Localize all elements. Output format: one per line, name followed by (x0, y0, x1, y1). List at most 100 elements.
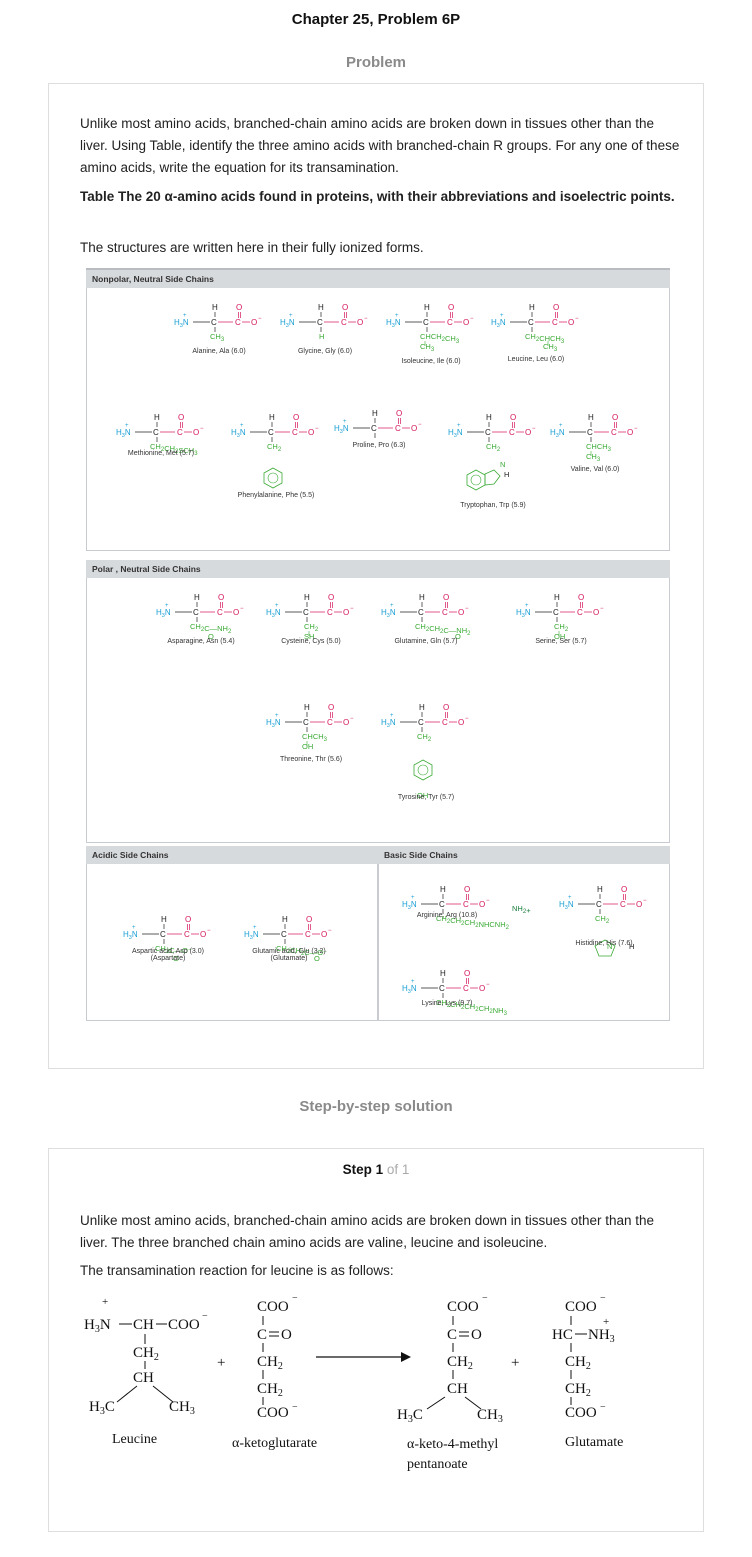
svg-text:H: H (269, 413, 275, 422)
svg-text:−: − (200, 426, 204, 432)
svg-text:O: O (328, 593, 334, 602)
svg-text:O: O (568, 318, 574, 327)
svg-text:O: O (251, 318, 257, 327)
panel-basic (378, 864, 670, 1021)
svg-text:−: − (315, 426, 319, 432)
svg-text:H: H (440, 885, 446, 894)
problem-intro: Unlike most amino acids, branched-chain … (80, 116, 680, 175)
svg-text:+: + (390, 713, 394, 719)
svg-text:H3C: H3C (397, 1407, 423, 1425)
amino-acid-lys: H O H3N + C C O − CH2CH2CH2CH2NH3 (402, 966, 522, 1066)
svg-text:H3N: H3N (280, 318, 295, 329)
svg-text:H3N: H3N (402, 900, 417, 911)
svg-text:+: + (125, 423, 129, 429)
svg-text:C: C (235, 318, 241, 327)
amino-acid-ser: H O H3N + C C O − CH2 OH (516, 590, 636, 690)
svg-text:N: N (607, 942, 612, 951)
svg-text:CH2: CH2 (417, 732, 432, 743)
amino-acid-thr: H O H3N + C C O − CHCH3 OH (266, 700, 386, 800)
svg-text:C: C (577, 608, 583, 617)
svg-text:C: C (153, 428, 159, 437)
panel-polar-header: Polar , Neutral Side Chains (86, 560, 670, 578)
amino-acid-label-tyr: Tyrosine, Tyr (5.7) (397, 794, 455, 801)
svg-text:H3N: H3N (266, 608, 281, 619)
svg-text:O: O (578, 593, 584, 602)
svg-text:C: C (552, 318, 558, 327)
svg-text:C: C (439, 984, 445, 993)
svg-text:C: C (281, 930, 287, 939)
svg-text:H3N: H3N (84, 1317, 111, 1335)
svg-text:O: O (281, 1327, 292, 1343)
svg-text:CH: CH (133, 1317, 154, 1333)
svg-text:C: C (553, 608, 559, 617)
svg-text:COO: COO (257, 1405, 289, 1421)
svg-text:−: − (575, 316, 579, 322)
svg-text:O: O (357, 318, 363, 327)
solution-text-2: The transamination reaction for leucine … (80, 1263, 394, 1278)
svg-text:CH2: CH2 (554, 622, 569, 633)
amino-acid-label-leu: Leucine, Leu (6.0) (507, 356, 565, 363)
svg-text:H3N: H3N (381, 718, 396, 729)
svg-text:COO: COO (257, 1299, 289, 1315)
svg-text:H: H (212, 303, 218, 312)
svg-text:O: O (233, 608, 239, 617)
svg-text:−: − (486, 898, 490, 904)
svg-text:O: O (343, 718, 349, 727)
svg-text:−: − (470, 316, 474, 322)
amino-acid-cys: H O H3N + C C O − CH2 SH (266, 590, 386, 690)
svg-text:H: H (554, 593, 560, 602)
svg-text:H: H (304, 593, 310, 602)
amino-acid-table-figure: Nonpolar, Neutral Side Chains Polar , Ne… (86, 268, 670, 1021)
amino-acid-label-his: Histidine, His (7.6) (575, 940, 633, 947)
amino-acid-ile: H O H3N + C C O − CHCH2CH3 CH3 (386, 300, 506, 400)
svg-text:HC: HC (552, 1327, 573, 1343)
svg-text:−: − (258, 316, 262, 322)
svg-text:H3N: H3N (381, 608, 396, 619)
svg-text:H3N: H3N (402, 984, 417, 995)
glutamate-structure: COO − HC NH3 + CH2 CH2 COO − (552, 1293, 615, 1421)
svg-text:−: − (350, 716, 354, 722)
step-word: Step (342, 1162, 372, 1177)
svg-text:H: H (419, 703, 425, 712)
amino-acid-label2-glu: (Glutamate) (270, 955, 308, 962)
amino-acid-asn: H O H3N + C C O − CH2C—NH2 O (156, 590, 276, 690)
svg-text:C: C (439, 900, 445, 909)
akm-label-line1: α-keto-4-methyl (407, 1437, 499, 1452)
svg-text:+: + (411, 895, 415, 901)
amino-acid-label-trp: Tryptophan, Trp (5.9) (460, 502, 526, 509)
svg-text:+: + (603, 1316, 609, 1328)
svg-text:C: C (177, 428, 183, 437)
svg-text:+: + (132, 925, 136, 931)
svg-text:C: C (509, 428, 515, 437)
svg-text:C: C (303, 718, 309, 727)
panel-polar (86, 578, 670, 843)
panel-strip (86, 268, 670, 270)
svg-text:+: + (183, 313, 187, 319)
svg-text:+: + (511, 1355, 519, 1371)
svg-text:O: O (612, 413, 618, 422)
svg-text:H3N: H3N (386, 318, 401, 329)
amino-acid-label-ser: Serine, Ser (5.7) (535, 638, 587, 645)
svg-text:O: O (411, 424, 417, 433)
amino-acid-label-ala: Alanine, Ala (6.0) (192, 348, 246, 355)
svg-text:CHCH3: CHCH3 (302, 732, 328, 743)
svg-text:O: O (343, 608, 349, 617)
svg-text:+: + (559, 423, 563, 429)
amino-acid-gly: H O H3N + C C O − H (280, 300, 400, 400)
svg-text:H3N: H3N (231, 428, 246, 439)
svg-text:+: + (240, 423, 244, 429)
svg-text:CH3: CH3 (477, 1407, 503, 1425)
svg-text:O: O (321, 930, 327, 939)
svg-text:−: − (532, 426, 536, 432)
svg-text:H: H (424, 303, 430, 312)
svg-text:O: O (308, 428, 314, 437)
amino-acid-label-gln: Glutamine, Gln (5.7) (394, 638, 458, 645)
svg-text:+: + (568, 895, 572, 901)
svg-text:COO: COO (565, 1299, 597, 1315)
alpha-ketoisocaproate-structure: COO − C O CH2 CH H3C CH3 (397, 1293, 503, 1425)
svg-text:−: − (634, 426, 638, 432)
svg-text:+: + (217, 1355, 225, 1371)
svg-text:−: − (643, 898, 647, 904)
leucine-label: Leucine (112, 1432, 158, 1447)
svg-text:O: O (328, 703, 334, 712)
